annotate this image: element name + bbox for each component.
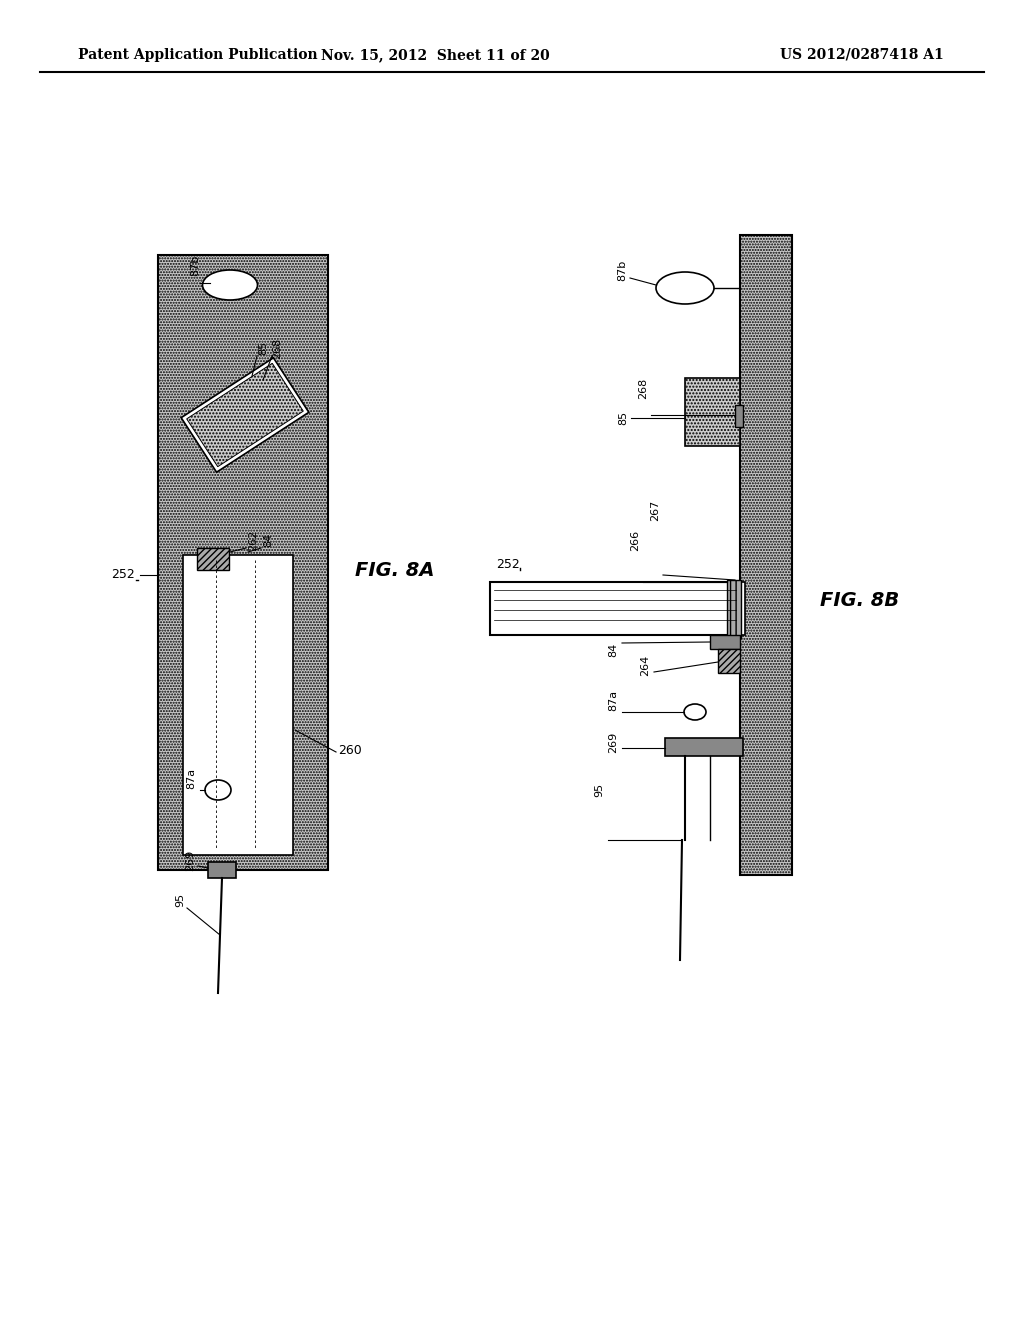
Bar — [186, 363, 303, 467]
Bar — [710, 635, 740, 649]
Text: 85: 85 — [618, 411, 628, 425]
Bar — [208, 862, 236, 878]
Text: FIG. 8A: FIG. 8A — [355, 561, 434, 579]
Text: 87b: 87b — [190, 255, 200, 276]
Bar — [158, 255, 328, 870]
Bar — [740, 235, 792, 875]
Bar — [665, 738, 743, 756]
Text: Patent Application Publication: Patent Application Publication — [78, 48, 317, 62]
Ellipse shape — [684, 704, 706, 719]
Bar — [685, 378, 740, 446]
Bar — [183, 554, 293, 855]
Ellipse shape — [656, 272, 714, 304]
Text: 87a: 87a — [608, 689, 618, 710]
Text: 268: 268 — [272, 338, 282, 359]
Bar — [735, 405, 743, 426]
Text: Nov. 15, 2012  Sheet 11 of 20: Nov. 15, 2012 Sheet 11 of 20 — [321, 48, 549, 62]
Bar — [718, 649, 740, 673]
Text: 266: 266 — [630, 529, 640, 550]
Text: 95: 95 — [175, 892, 185, 907]
Text: 87a: 87a — [186, 767, 196, 788]
Text: 252: 252 — [112, 569, 135, 582]
Text: 264: 264 — [640, 655, 650, 676]
Bar — [197, 548, 229, 570]
Ellipse shape — [203, 271, 257, 300]
Text: 269: 269 — [608, 731, 618, 752]
Text: 260: 260 — [338, 743, 361, 756]
Text: FIG. 8B: FIG. 8B — [820, 590, 899, 610]
Text: 252: 252 — [497, 558, 520, 572]
Text: 95: 95 — [594, 783, 604, 797]
Text: 268: 268 — [638, 378, 648, 399]
Text: 84: 84 — [608, 643, 618, 657]
Bar — [727, 579, 741, 638]
Ellipse shape — [205, 780, 231, 800]
Bar — [181, 358, 309, 473]
Text: 269: 269 — [185, 849, 195, 871]
Text: 85: 85 — [258, 341, 268, 355]
Bar — [735, 582, 745, 635]
Text: 267: 267 — [650, 499, 660, 520]
Text: US 2012/0287418 A1: US 2012/0287418 A1 — [780, 48, 944, 62]
Bar — [490, 582, 740, 635]
Text: 87b: 87b — [617, 259, 627, 281]
Text: 262: 262 — [248, 529, 258, 550]
Text: 84: 84 — [263, 533, 273, 546]
